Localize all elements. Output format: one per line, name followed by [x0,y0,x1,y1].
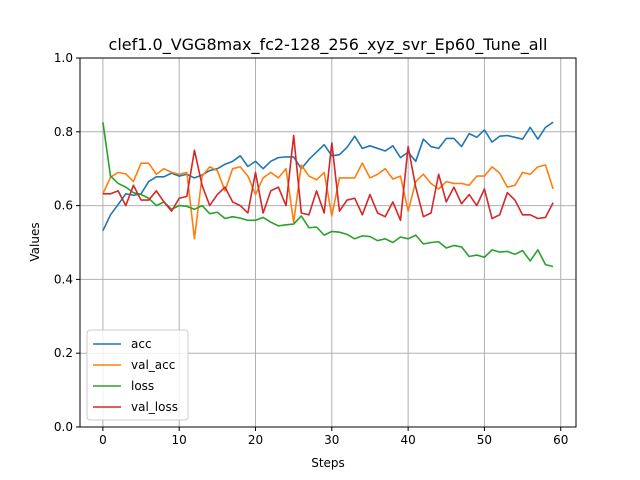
series-line-acc [102,121,554,232]
series-line-val-acc [102,162,554,240]
y-tick-label: 0.4 [54,272,73,286]
y-axis-ticks: 0.0 0.2 0.4 0.6 0.8 1.0 [54,51,80,434]
x-axis-label: Steps [311,456,345,470]
legend-label-loss: loss [131,379,154,393]
y-tick-label: 1.0 [54,51,73,65]
y-tick-label: 0.2 [54,346,73,360]
series-line-val-loss [102,134,554,222]
x-axis-ticks: 0 10 20 30 40 50 60 [99,427,568,447]
y-tick-label: 0.0 [54,420,73,434]
legend-label-val-loss: val_loss [131,400,178,414]
legend-label-val-acc: val_acc [131,358,175,372]
chart-title: clef1.0_VGG8max_fc2-128_256_xyz_svr_Ep60… [109,35,548,55]
y-tick-label: 0.8 [54,125,73,139]
x-tick-label: 30 [324,433,339,447]
series-line-loss [102,122,554,268]
legend-label-acc: acc [131,337,152,351]
y-tick-label: 0.6 [54,199,73,213]
legend-frame [86,329,189,421]
x-tick-label: 0 [99,433,107,447]
y-axis-label: Values [28,222,42,261]
plot-series [102,121,554,268]
x-tick-label: 60 [553,433,568,447]
x-tick-label: 50 [477,433,492,447]
x-tick-label: 10 [172,433,187,447]
x-tick-label: 20 [248,433,263,447]
plot-area-frame [79,57,577,428]
x-tick-label: 40 [400,433,415,447]
